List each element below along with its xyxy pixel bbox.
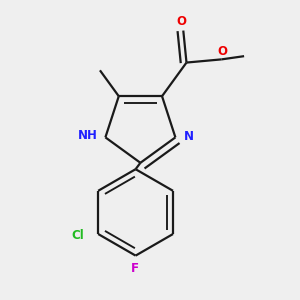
Text: O: O <box>177 15 187 28</box>
Text: N: N <box>184 130 194 143</box>
Text: O: O <box>218 45 228 58</box>
Text: F: F <box>130 262 139 275</box>
Text: Cl: Cl <box>71 229 84 242</box>
Text: NH: NH <box>78 129 98 142</box>
